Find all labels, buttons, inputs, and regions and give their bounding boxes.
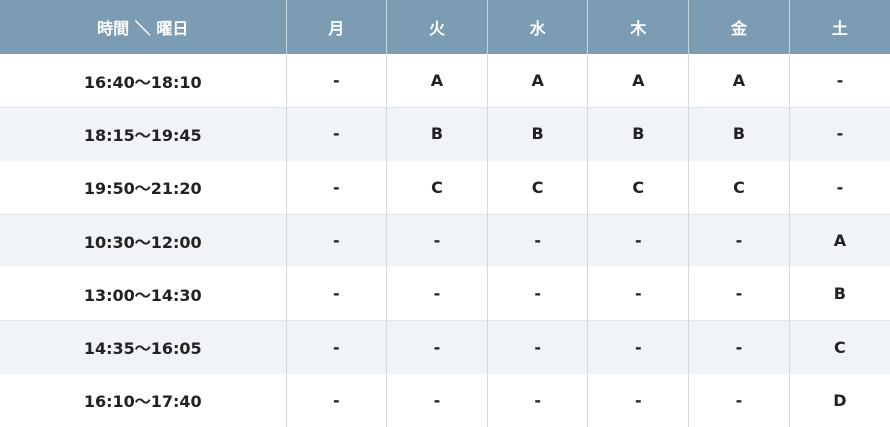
class-cell: A (789, 213, 890, 268)
class-cell: B (688, 107, 790, 161)
class-cell: C (487, 160, 589, 214)
class-cell: - (587, 267, 690, 321)
class-cell: - (286, 267, 388, 321)
class-cell: C (587, 160, 690, 214)
class-cell: - (386, 373, 488, 427)
header-time-day: 時間 ＼ 曜日 (0, 0, 287, 54)
table-row: 13:00〜14:30- - - - - B (0, 267, 890, 321)
table-row: 16:40〜18:10- A A A A - (0, 54, 890, 108)
table-header-row: 時間 ＼ 曜日月火水木金土 (0, 0, 890, 54)
class-cell: - (386, 320, 488, 374)
time-slot-cell: 13:00〜14:30 (0, 267, 287, 321)
class-cell: A (688, 54, 790, 108)
class-cell: B (386, 107, 488, 161)
class-cell: D (833, 390, 847, 410)
class-cell: - (487, 373, 589, 427)
class-cell: - (286, 320, 388, 374)
time-slot-cell: 19:50〜21:20 (0, 160, 287, 214)
class-cell: - (286, 54, 388, 108)
table-row: 18:15〜19:45- B B B B - (0, 107, 890, 161)
class-cell: C (386, 160, 488, 214)
class-cell: - (688, 267, 790, 321)
class-cell: - (286, 213, 388, 268)
class-cell: C (688, 160, 790, 214)
class-cell: C (789, 320, 890, 374)
class-cell: - (836, 71, 844, 91)
class-cell: - (386, 213, 488, 268)
class-cell: B (487, 107, 589, 161)
header-day: 木 (587, 0, 690, 54)
class-cell: - (487, 267, 589, 321)
class-cell: - (487, 213, 589, 268)
class-cell: A (487, 54, 589, 108)
class-cell: - (688, 373, 790, 427)
class-cell: - (836, 177, 844, 197)
class-cell: B (833, 284, 846, 304)
class-cell: A (386, 54, 488, 108)
class-cell: - (789, 107, 890, 161)
class-cell: - (587, 373, 690, 427)
time-slot-cell: 16:10〜17:40 (0, 373, 287, 427)
table-row: 14:35〜16:05- - - - - C (0, 320, 890, 374)
time-slot-cell: 18:15〜19:45 (0, 107, 287, 161)
time-slot-cell: 14:35〜16:05 (0, 320, 287, 374)
class-cell: - (386, 267, 488, 321)
class-cell: - (286, 160, 388, 214)
class-cell: B (587, 107, 690, 161)
header-day: 水 (487, 0, 589, 54)
table-row: 16:10〜17:40- - - - - D (0, 373, 890, 427)
class-cell: - (286, 373, 388, 427)
class-cell: - (587, 213, 690, 268)
header-day: 土 (789, 0, 890, 54)
table-row: 10:30〜12:00- - - - - A (0, 213, 890, 268)
class-cell: - (286, 107, 388, 161)
class-cell: - (487, 320, 589, 374)
class-cell: - (688, 213, 790, 268)
header-day: 月 (286, 0, 388, 54)
header-day: 金 (688, 0, 790, 54)
class-cell: - (587, 320, 690, 374)
header-day: 火 (386, 0, 488, 54)
class-cell: A (587, 54, 690, 108)
time-slot-cell: 16:40〜18:10 (0, 54, 287, 108)
time-slot-cell: 10:30〜12:00 (0, 213, 287, 268)
table-row: 19:50〜21:20- C C C C - (0, 160, 890, 214)
class-cell: - (688, 320, 790, 374)
